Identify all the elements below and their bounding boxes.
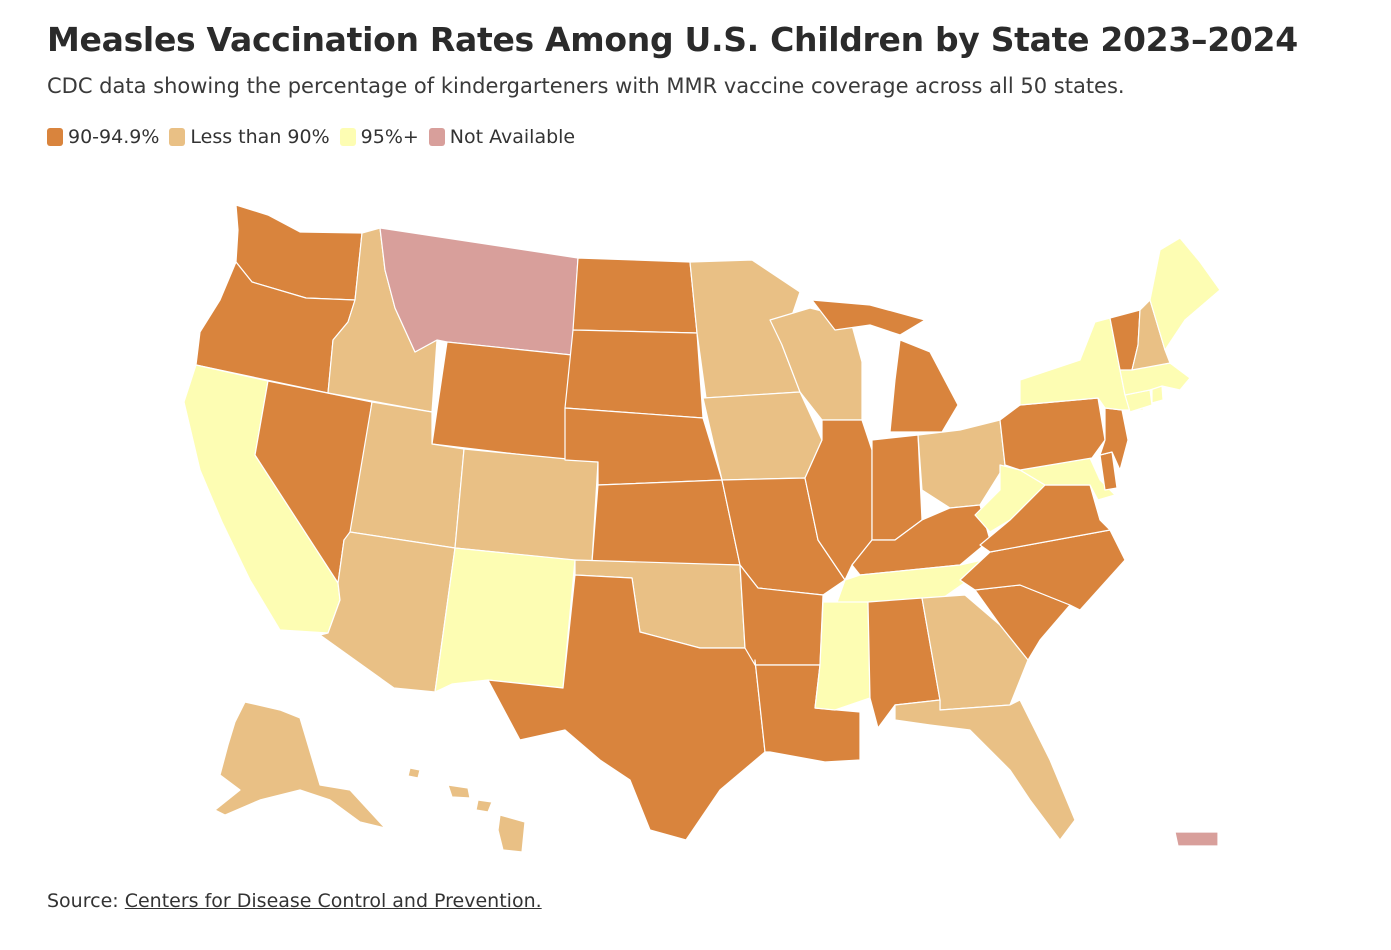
state-florida[interactable]	[894, 699, 1076, 841]
source-link[interactable]: Centers for Disease Control and Preventi…	[124, 890, 542, 912]
state-colorado[interactable]	[454, 448, 599, 563]
state-maine[interactable]	[1149, 237, 1221, 351]
us-map	[183, 204, 1221, 853]
page-subtitle: CDC data showing the percentage of kinde…	[47, 74, 1125, 98]
legend-swatch-high	[339, 128, 356, 146]
legend-label-low: Less than 90%	[190, 126, 330, 148]
state-illinois[interactable]	[804, 419, 873, 581]
legend-label-mid: 90-94.9%	[68, 126, 160, 148]
state-massachusetts[interactable]	[1119, 362, 1191, 396]
state-texas[interactable]	[487, 574, 766, 841]
legend-swatch-na	[428, 128, 445, 146]
state-south-dakota[interactable]	[564, 329, 704, 419]
legend-item-low: Less than 90%	[169, 126, 330, 148]
state-kansas[interactable]	[591, 479, 741, 566]
state-wyoming[interactable]	[431, 341, 573, 461]
state-iowa[interactable]	[702, 391, 823, 481]
state-puerto-rico[interactable]	[1174, 831, 1219, 847]
legend-swatch-mid	[47, 128, 63, 146]
legend-swatch-low	[169, 128, 186, 146]
source-prefix: Source:	[47, 890, 119, 912]
state-alaska[interactable]	[214, 701, 386, 829]
page-title: Measles Vaccination Rates Among U.S. Chi…	[47, 20, 1298, 59]
legend-label-na: Not Available	[449, 126, 576, 148]
state-indiana[interactable]	[871, 434, 923, 541]
legend-item-mid: 90-94.9%	[47, 126, 159, 148]
state-ohio[interactable]	[917, 419, 1006, 509]
legend-item-high: 95%+	[339, 126, 419, 148]
legend-label-high: 95%+	[360, 126, 419, 148]
state-new-mexico[interactable]	[434, 547, 576, 693]
legend: 90-94.9% Less than 90% 95%+ Not Availabl…	[47, 126, 585, 148]
state-mississippi[interactable]	[814, 601, 871, 711]
source-line: Source: Centers for Disease Control and …	[47, 890, 542, 912]
legend-item-na: Not Available	[428, 126, 576, 148]
state-new-jersey[interactable]	[1099, 407, 1129, 471]
state-north-dakota[interactable]	[572, 257, 698, 334]
state-montana[interactable]	[379, 227, 579, 356]
state-hawaii[interactable]	[407, 767, 526, 853]
state-maryland[interactable]	[1019, 457, 1116, 501]
